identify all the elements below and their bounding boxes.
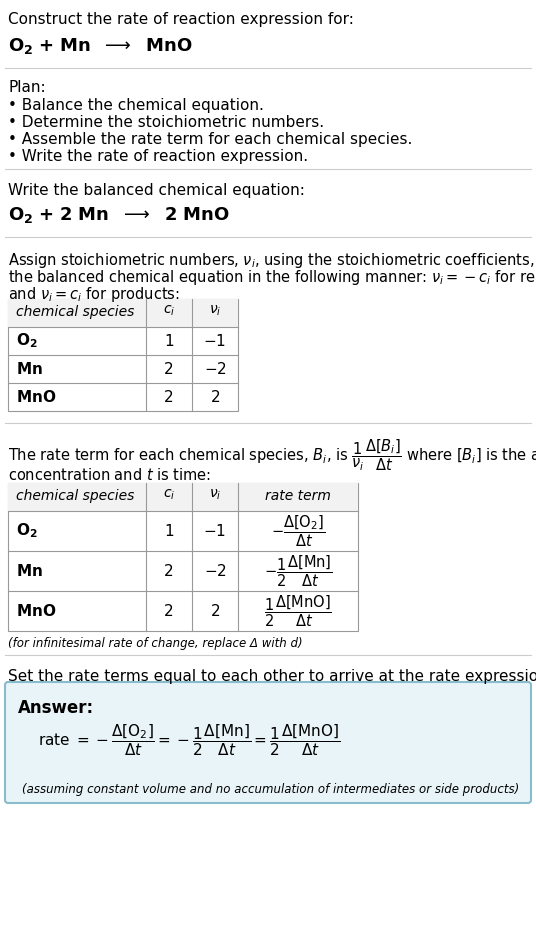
Text: Write the balanced chemical equation:: Write the balanced chemical equation: <box>8 183 305 198</box>
Text: • Assemble the rate term for each chemical species.: • Assemble the rate term for each chemic… <box>8 132 412 147</box>
Text: and $\nu_i = c_i$ for products:: and $\nu_i = c_i$ for products: <box>8 285 180 304</box>
Text: chemical species: chemical species <box>16 489 135 503</box>
Text: $\dfrac{1}{2}\dfrac{\Delta[\mathrm{MnO}]}{\Delta t}$: $\dfrac{1}{2}\dfrac{\Delta[\mathrm{MnO}]… <box>264 593 332 629</box>
Text: the balanced chemical equation in the following manner: $\nu_i = -c_i$ for react: the balanced chemical equation in the fo… <box>8 268 536 287</box>
Bar <box>8 299 238 327</box>
Text: The rate term for each chemical species, $B_i$, is $\dfrac{1}{\nu_i}\dfrac{\Delt: The rate term for each chemical species,… <box>8 437 536 473</box>
Text: (for infinitesimal rate of change, replace Δ with d): (for infinitesimal rate of change, repla… <box>8 637 303 650</box>
Text: $2$: $2$ <box>210 389 220 405</box>
Text: • Write the rate of reaction expression.: • Write the rate of reaction expression. <box>8 149 308 164</box>
Text: $-1$: $-1$ <box>204 333 227 349</box>
FancyBboxPatch shape <box>5 682 531 803</box>
Text: $\nu_i$: $\nu_i$ <box>209 304 221 319</box>
Text: $c_i$: $c_i$ <box>163 304 175 319</box>
Text: $-\dfrac{1}{2}\dfrac{\Delta[\mathrm{Mn}]}{\Delta t}$: $-\dfrac{1}{2}\dfrac{\Delta[\mathrm{Mn}]… <box>264 553 332 588</box>
Text: Plan:: Plan: <box>8 80 46 95</box>
Bar <box>8 299 238 411</box>
Bar <box>8 483 358 511</box>
Text: 1: 1 <box>164 334 174 348</box>
Text: $2$: $2$ <box>210 603 220 619</box>
Text: chemical species: chemical species <box>16 305 135 319</box>
Text: $\mathbf{O_2}$ $\mathbf{+}$ $\mathbf{2\ Mn}$  $\longrightarrow$  $\mathbf{2\ MnO: $\mathbf{O_2}$ $\mathbf{+}$ $\mathbf{2\ … <box>8 205 229 225</box>
Text: $c_i$: $c_i$ <box>163 488 175 502</box>
Text: $\mathbf{Mn}$: $\mathbf{Mn}$ <box>16 563 43 579</box>
Text: rate $= -\dfrac{\Delta[\mathrm{O_2}]}{\Delta t} = -\dfrac{1}{2}\dfrac{\Delta[\ma: rate $= -\dfrac{\Delta[\mathrm{O_2}]}{\D… <box>38 722 340 758</box>
Text: Construct the rate of reaction expression for:: Construct the rate of reaction expressio… <box>8 12 354 27</box>
Text: • Balance the chemical equation.: • Balance the chemical equation. <box>8 98 264 113</box>
Text: $\mathbf{Mn}$: $\mathbf{Mn}$ <box>16 361 43 377</box>
Text: $-\dfrac{\Delta[\mathrm{O_2}]}{\Delta t}$: $-\dfrac{\Delta[\mathrm{O_2}]}{\Delta t}… <box>271 514 325 549</box>
Text: 2: 2 <box>164 564 174 579</box>
Text: • Determine the stoichiometric numbers.: • Determine the stoichiometric numbers. <box>8 115 324 130</box>
Text: $\mathbf{O_2}$ $\mathbf{+}$ $\mathbf{Mn}$  $\longrightarrow$  $\mathbf{MnO}$: $\mathbf{O_2}$ $\mathbf{+}$ $\mathbf{Mn}… <box>8 36 193 56</box>
Bar <box>8 483 358 631</box>
Text: 2: 2 <box>164 390 174 405</box>
Text: $\mathbf{MnO}$: $\mathbf{MnO}$ <box>16 603 56 619</box>
Text: 2: 2 <box>164 604 174 619</box>
Text: $\mathbf{O_2}$: $\mathbf{O_2}$ <box>16 521 38 540</box>
Text: 2: 2 <box>164 361 174 377</box>
Text: $\nu_i$: $\nu_i$ <box>209 488 221 502</box>
Text: Assign stoichiometric numbers, $\nu_i$, using the stoichiometric coefficients, $: Assign stoichiometric numbers, $\nu_i$, … <box>8 251 536 270</box>
Text: concentration and $t$ is time:: concentration and $t$ is time: <box>8 467 211 483</box>
Text: $-2$: $-2$ <box>204 361 226 377</box>
Text: 1: 1 <box>164 523 174 538</box>
Text: Set the rate terms equal to each other to arrive at the rate expression:: Set the rate terms equal to each other t… <box>8 669 536 684</box>
Text: $-2$: $-2$ <box>204 563 226 579</box>
Text: Answer:: Answer: <box>18 699 94 717</box>
Text: rate term: rate term <box>265 489 331 503</box>
Text: $\mathbf{O_2}$: $\mathbf{O_2}$ <box>16 332 38 350</box>
Text: $\mathbf{MnO}$: $\mathbf{MnO}$ <box>16 389 56 405</box>
Text: (assuming constant volume and no accumulation of intermediates or side products): (assuming constant volume and no accumul… <box>22 783 519 796</box>
Text: $-1$: $-1$ <box>204 523 227 539</box>
